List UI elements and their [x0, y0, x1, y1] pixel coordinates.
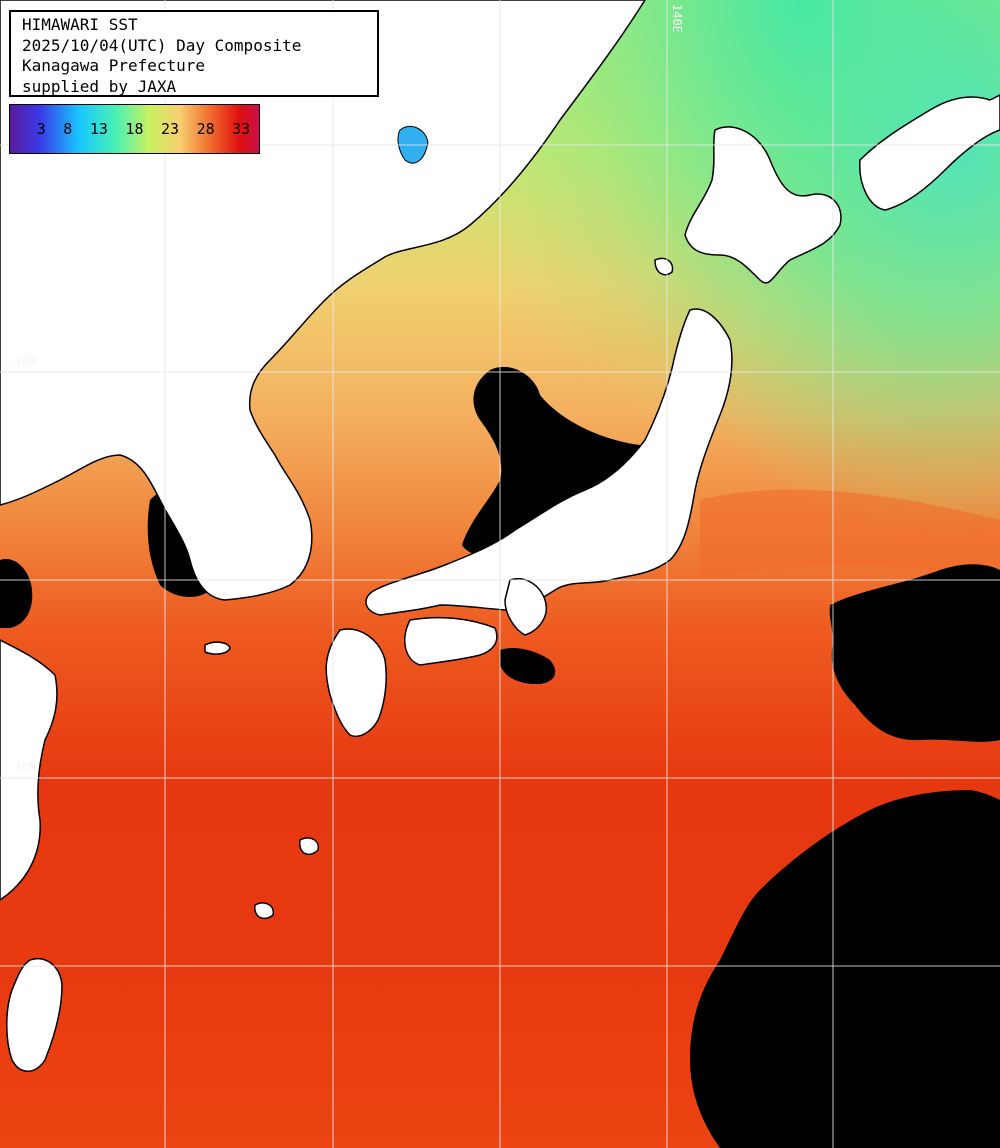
color-scale-gradient — [10, 105, 259, 153]
scale-tick-1: 8 — [63, 120, 73, 138]
cloud-kii — [500, 648, 556, 685]
land-taiwan — [6, 958, 63, 1072]
land-sado — [654, 257, 674, 276]
lon-label-140e: 140E — [670, 4, 684, 33]
title-product: HIMAWARI SST — [22, 15, 138, 34]
land-china-south — [0, 639, 58, 901]
scale-tick-0: 3 — [36, 120, 46, 138]
scale-tick-5: 28 — [196, 120, 215, 138]
title-region: Kanagawa Prefecture — [22, 56, 206, 75]
scale-tick-6: 33 — [232, 120, 251, 138]
lat-label-30n: 30N — [14, 760, 36, 774]
cloud-east-pacific — [829, 564, 1000, 742]
lat-label-40n: 40N — [14, 354, 36, 368]
cloud-south-pacific — [690, 790, 1000, 1148]
title-date: 2025/10/04(UTC) Day Composite — [22, 35, 302, 55]
cloud-china-coast — [0, 559, 33, 628]
land-kyushu — [325, 628, 387, 737]
land-jeju — [204, 641, 231, 655]
scale-tick-4: 23 — [161, 120, 180, 138]
land-shikoku — [404, 616, 498, 666]
land-kii-peninsula — [504, 578, 547, 636]
warm-current-band — [700, 489, 1000, 580]
land-hokkaido — [684, 126, 842, 284]
title-source: supplied by JAXA — [22, 76, 177, 96]
map-title-box: HIMAWARI SST 2025/10/04(UTC) Day Composi… — [9, 10, 379, 97]
color-scale: 3 8 13 18 23 28 33 — [9, 104, 260, 154]
land-okinawa — [299, 837, 319, 856]
land-amami — [254, 902, 274, 920]
scale-tick-2: 13 — [89, 120, 108, 138]
land-honshu — [365, 308, 733, 616]
cloud-sea-of-japan — [462, 366, 640, 558]
color-scale-ticks: 3 8 13 18 23 28 33 — [10, 105, 259, 153]
scale-tick-3: 18 — [125, 120, 144, 138]
land-sakhalin-kurils — [859, 94, 1000, 211]
